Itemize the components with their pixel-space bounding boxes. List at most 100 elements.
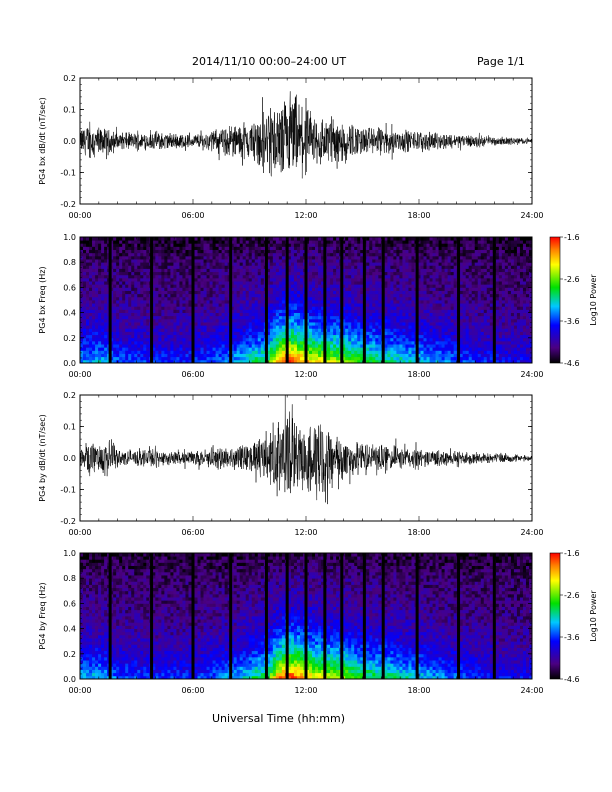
spectrogram-cell <box>83 265 87 269</box>
spectrogram-cell <box>128 318 132 323</box>
spectrogram-cell <box>357 350 361 354</box>
spectrogram-cell <box>170 293 174 298</box>
spectrogram-cell <box>152 240 156 244</box>
spectrogram-cell <box>158 312 162 317</box>
spectrogram-cell <box>411 271 415 276</box>
spectrogram-cell <box>405 331 409 336</box>
spectrogram-cell <box>101 300 105 304</box>
spectrogram-cell <box>188 268 192 273</box>
spectrogram-cell <box>399 259 403 263</box>
spectrogram-cell <box>287 277 292 282</box>
spectrogram-cell <box>402 318 406 323</box>
spectrogram-cell <box>140 334 144 339</box>
spectrogram-cell <box>423 309 427 313</box>
spectrogram-cell <box>321 281 325 285</box>
spectrogram-cell <box>188 277 192 282</box>
spectrogram-cell <box>405 271 409 276</box>
spectrogram-cell <box>167 262 171 266</box>
spectrogram-cell <box>194 237 198 241</box>
spectrogram-cell <box>315 334 319 339</box>
spectrogram-cell <box>176 300 180 304</box>
spectrogram-cell <box>318 268 322 273</box>
spectrogram-cell <box>299 281 304 285</box>
spectrogram-cell <box>104 318 108 323</box>
spectrogram-cell <box>369 296 373 301</box>
spectrogram-cell <box>101 322 105 326</box>
spectrogram-cell <box>89 353 93 358</box>
spectrogram-cell <box>98 293 102 298</box>
spectrogram-cell <box>230 318 235 323</box>
spectrogram-cell <box>116 322 120 326</box>
spectrogram-cell <box>441 262 446 266</box>
spectrogram-cell <box>408 252 412 257</box>
spectrogram-cell <box>182 284 186 288</box>
spectrogram-cell <box>257 262 262 266</box>
spectrogram-cell <box>146 284 150 288</box>
spectrogram-cell <box>360 262 364 266</box>
spectrogram-cell <box>408 350 412 354</box>
spectrogram-cell <box>287 290 292 295</box>
spectrogram-cell <box>212 337 216 342</box>
spectrogram-cell <box>260 252 265 257</box>
spectrogram-cell <box>287 353 292 358</box>
spectrogram-cell <box>233 243 238 247</box>
spectrogram-cell <box>408 290 412 295</box>
spectrogram-cell <box>441 252 446 257</box>
spectrogram-cell <box>278 359 283 364</box>
spectrogram-cell <box>155 262 159 266</box>
spectrogram-cell <box>438 334 442 339</box>
spectrogram-cell <box>420 340 424 345</box>
spectrogram-cell <box>161 277 165 282</box>
spectrogram-cell <box>176 249 180 254</box>
spectrogram-cell <box>342 331 346 336</box>
spectrogram-cell <box>179 325 183 329</box>
spectrogram-cell <box>155 312 159 317</box>
spectrogram-cell <box>275 318 280 323</box>
spectrogram-cell <box>438 312 442 317</box>
spectrogram-cell <box>260 318 265 323</box>
spectrogram-cell <box>378 331 382 336</box>
spectrogram-cell <box>194 240 198 244</box>
spectrogram-cell <box>200 334 204 339</box>
spectrogram-cell <box>411 303 415 307</box>
spectrogram-cell <box>248 265 253 269</box>
spectrogram-cell <box>137 344 141 348</box>
spectrogram-cell <box>366 322 370 326</box>
spectrogram-cell <box>155 334 159 339</box>
spectrogram-cell <box>369 344 373 348</box>
spectrogram-cell <box>423 262 427 266</box>
spectrogram-cell <box>239 328 244 332</box>
spectrogram-cell <box>287 265 292 269</box>
spectrogram-cell <box>185 240 189 244</box>
spectrogram-cell <box>248 259 253 263</box>
spectrogram-cell <box>152 356 156 361</box>
spectrogram-cell <box>372 287 376 291</box>
spectrogram-cell <box>164 296 168 301</box>
spectrogram-cell <box>318 347 322 351</box>
spectrogram-cell <box>92 315 96 320</box>
spectrogram-cell <box>290 287 295 291</box>
spectrogram-cell <box>369 255 373 260</box>
spectrogram-cell <box>290 340 295 345</box>
spectrogram-cell <box>275 337 280 342</box>
spectrogram-cell <box>200 318 204 323</box>
spectrogram-cell <box>345 274 349 279</box>
spectrogram-cell <box>354 303 358 307</box>
spectrogram-cell <box>131 246 135 250</box>
spectrogram-cell <box>399 337 403 342</box>
spectrogram-cell <box>312 265 316 269</box>
spectrogram-cell <box>134 303 138 307</box>
spectrogram-cell <box>80 356 84 361</box>
spectrogram-cell <box>345 268 349 273</box>
spectrogram-cell <box>152 309 156 313</box>
spectrogram-cell <box>357 246 361 250</box>
spectrogram-cell <box>426 353 430 358</box>
spectrogram-cell <box>158 246 162 250</box>
spectrogram-cell <box>348 306 352 310</box>
spectrogram-cell <box>360 312 364 317</box>
spectrogram-cell <box>357 268 361 273</box>
spectrogram-cell <box>296 315 301 320</box>
spectrogram-cell <box>182 312 186 317</box>
spectrogram-cell <box>366 303 370 307</box>
spectrogram-cell <box>306 284 310 288</box>
